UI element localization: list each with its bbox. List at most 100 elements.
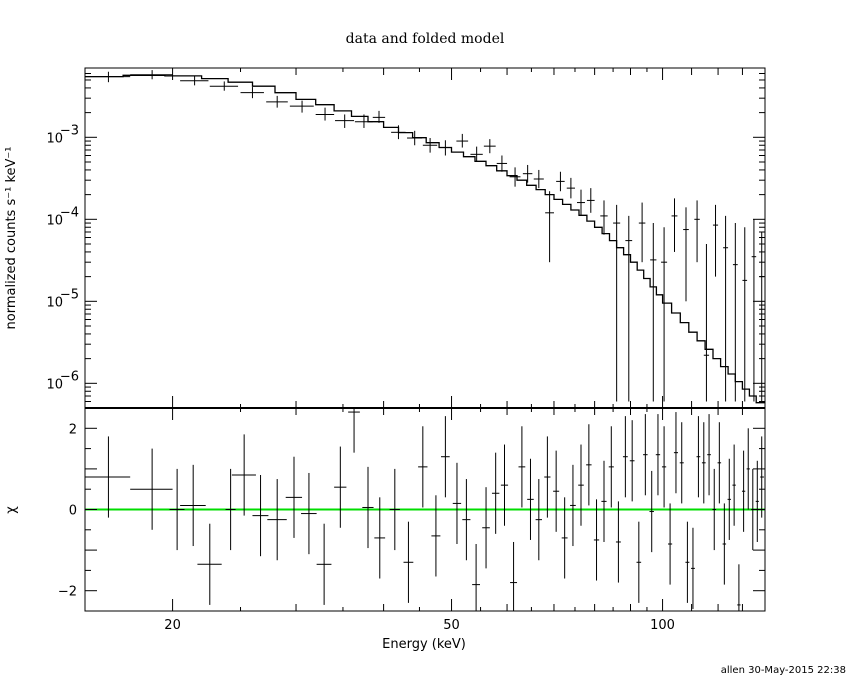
spectrum-panel: 10−310−410−510−6 normalized counts s⁻¹ k…	[4, 67, 766, 409]
spectrum-point	[522, 164, 533, 183]
residual-point	[452, 462, 462, 545]
x-tick-label: 20	[164, 618, 181, 633]
residual-point	[169, 468, 185, 551]
spectrum-y-ticks: 10−310−410−510−6	[46, 67, 765, 409]
spectrum-point	[496, 155, 508, 172]
residual-point	[696, 416, 701, 498]
residual-point	[462, 479, 471, 561]
spectrum-point	[613, 204, 621, 402]
residual-point	[593, 499, 600, 581]
residual-point	[231, 434, 256, 516]
residual-point	[389, 468, 400, 551]
residual-point	[755, 460, 759, 542]
residual-point	[643, 414, 648, 496]
residual-point	[544, 436, 551, 518]
model-curve	[85, 74, 765, 404]
spectrum-point	[723, 215, 729, 402]
residual-point	[737, 564, 741, 611]
x-axis-label: Energy (keV)	[382, 637, 466, 652]
spectrum-point	[586, 188, 595, 213]
y-tick-exponent: −3	[60, 123, 79, 138]
x-tick-label: 50	[443, 618, 460, 633]
residual-point	[518, 426, 526, 508]
residual-point	[510, 541, 518, 611]
residual-point	[316, 523, 332, 605]
spectrum-y-axis-label: normalized counts s⁻¹ keV⁻¹	[4, 147, 19, 330]
residual-point	[741, 450, 746, 532]
residual-data-points	[85, 408, 764, 611]
residuals-y-axis-label: χ	[4, 506, 19, 514]
y-tick-label: −2	[58, 585, 77, 600]
y-tick-label: 10	[46, 295, 63, 310]
residual-point	[727, 458, 731, 540]
residual-point	[491, 452, 500, 534]
residual-point	[649, 470, 654, 553]
residual-point	[679, 422, 684, 504]
spectrum-point	[683, 207, 689, 302]
spectrum-point	[240, 87, 264, 99]
residual-point	[130, 448, 173, 530]
spectrum-point	[751, 219, 757, 402]
spectrum-point	[533, 169, 544, 189]
residual-point	[418, 426, 428, 508]
residual-point	[267, 479, 287, 561]
footer-timestamp: allen 30-May-2015 22:38	[721, 665, 846, 676]
spectrum-point	[759, 232, 764, 402]
spectrum-point	[703, 243, 710, 402]
residual-point	[570, 464, 576, 547]
spectrum-point	[509, 167, 521, 187]
residual-point	[722, 503, 727, 585]
spectrum-point	[732, 223, 738, 402]
spectrum-point	[372, 110, 386, 123]
spectrum-point	[661, 227, 668, 402]
residual-point	[622, 416, 628, 498]
y-tick-exponent: −5	[60, 287, 79, 302]
spectrum-point	[566, 177, 575, 199]
y-tick-label: 2	[69, 422, 77, 437]
residual-point	[197, 523, 222, 605]
model-step-line	[85, 74, 765, 404]
residual-point	[578, 444, 584, 526]
spectrum-point	[638, 202, 646, 263]
residual-point	[348, 408, 360, 453]
spectrum-point	[600, 200, 608, 235]
residual-point	[482, 487, 490, 569]
residual-point	[527, 458, 534, 540]
residual-point	[431, 495, 441, 577]
residual-point	[615, 501, 621, 583]
spectrum-point	[407, 130, 423, 146]
y-tick-label: 0	[69, 504, 77, 519]
residual-point	[608, 426, 614, 508]
spectrum-point	[354, 114, 373, 128]
residual-point	[760, 436, 764, 518]
residual-point	[691, 527, 695, 609]
residuals-panel: 2 0 −2 χ	[4, 407, 766, 612]
y-tick-label: 10	[46, 131, 63, 146]
spectrum-point	[742, 227, 748, 402]
spectrum-point	[650, 223, 657, 402]
spectrum-frame	[84, 67, 766, 409]
residual-point	[601, 460, 607, 542]
spectrum-data-points	[85, 70, 764, 402]
residual-point	[180, 464, 206, 547]
residual-point	[85, 436, 131, 518]
residual-point	[673, 412, 678, 494]
spectrum-point	[671, 198, 678, 252]
spectrum-point	[545, 191, 554, 263]
residual-point	[301, 472, 317, 555]
residual-point	[732, 444, 736, 526]
y-tick-label: 10	[46, 377, 63, 392]
spectrum-point	[470, 146, 483, 162]
y-tick-exponent: −6	[60, 369, 79, 384]
x-tick-label: 100	[650, 618, 675, 633]
residual-point	[685, 521, 690, 603]
residual-point	[334, 446, 347, 528]
spectrum-point	[556, 171, 565, 192]
spectrum-point	[625, 215, 633, 402]
residual-point	[661, 426, 667, 508]
residual-point	[655, 414, 661, 496]
residual-point	[225, 468, 236, 551]
residual-point	[285, 456, 303, 538]
spectrum-point	[266, 95, 288, 108]
